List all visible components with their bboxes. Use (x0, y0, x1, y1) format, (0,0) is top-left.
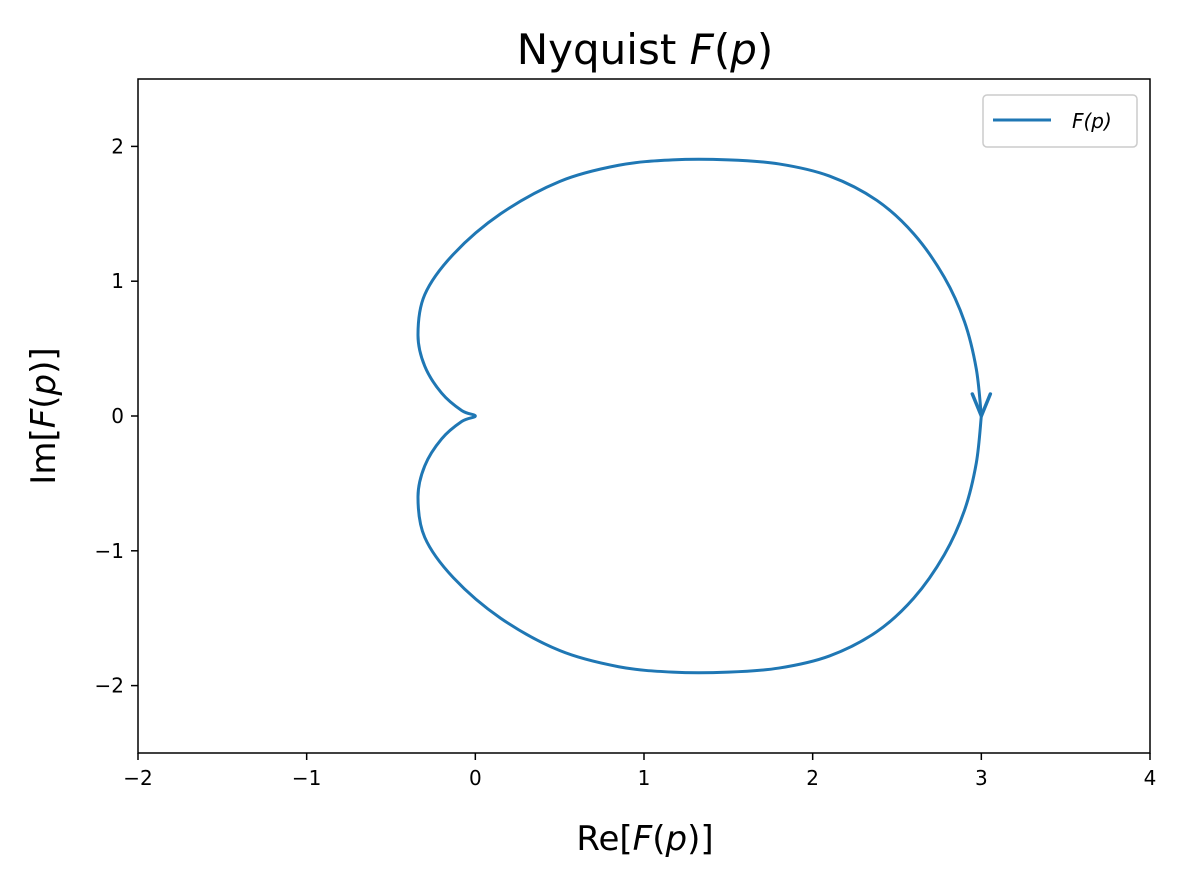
x-tick-label: 2 (806, 766, 819, 790)
x-tick-label: 4 (1144, 766, 1157, 790)
y-axis-label-prefix: Im[ (24, 428, 64, 484)
plot-area: −2 −1 0 1 2 3 4 −2 −1 0 1 2 (95, 78, 1156, 790)
legend-label: F(p) (1072, 109, 1112, 133)
x-axis-label-p: p (664, 819, 687, 859)
x-tick-label: −1 (292, 766, 321, 790)
legend: F(p) (982, 94, 1138, 148)
y-ticks: −2 −1 0 1 2 (95, 134, 138, 698)
x-tick-label: 0 (469, 766, 482, 790)
x-tick-label: 1 (638, 766, 651, 790)
y-axis-label: Im[F(p)] (24, 347, 64, 484)
x-axis-label-suffix: )] (687, 819, 714, 859)
y-axis-label-mid: ( (24, 395, 64, 408)
chart-title-close-paren: ) (757, 25, 773, 74)
chart-title-f: F (690, 25, 715, 74)
x-ticks: −2 −1 0 1 2 3 4 (123, 753, 1156, 790)
y-axis-label-p: p (24, 374, 64, 397)
y-tick-label: 2 (111, 134, 124, 158)
plot-lines (416, 157, 993, 675)
x-tick-label: 3 (975, 766, 988, 790)
chart-title-prefix: Nyquist (517, 25, 690, 74)
series-line (416, 157, 983, 675)
legend-box (982, 94, 1138, 148)
y-tick-label: 0 (111, 404, 124, 428)
x-axis-label-f: F (633, 819, 653, 859)
chart-title-p: p (729, 25, 757, 74)
chart-title: Nyquist F(p) (517, 25, 774, 74)
x-axis-label-prefix: Re[ (576, 819, 632, 859)
y-axis-label-suffix: )] (24, 347, 64, 374)
chart-title-open-paren: ( (714, 25, 730, 74)
direction-arrow (970, 392, 993, 418)
x-axis-label-mid: ( (652, 819, 665, 859)
y-tick-label: −2 (95, 674, 124, 698)
x-axis-label: Re[F(p)] (576, 819, 713, 859)
y-axis-label-f: F (24, 408, 64, 428)
y-tick-label: 1 (111, 269, 124, 293)
x-tick-label: −2 (123, 766, 152, 790)
y-tick-label: −1 (95, 539, 124, 563)
